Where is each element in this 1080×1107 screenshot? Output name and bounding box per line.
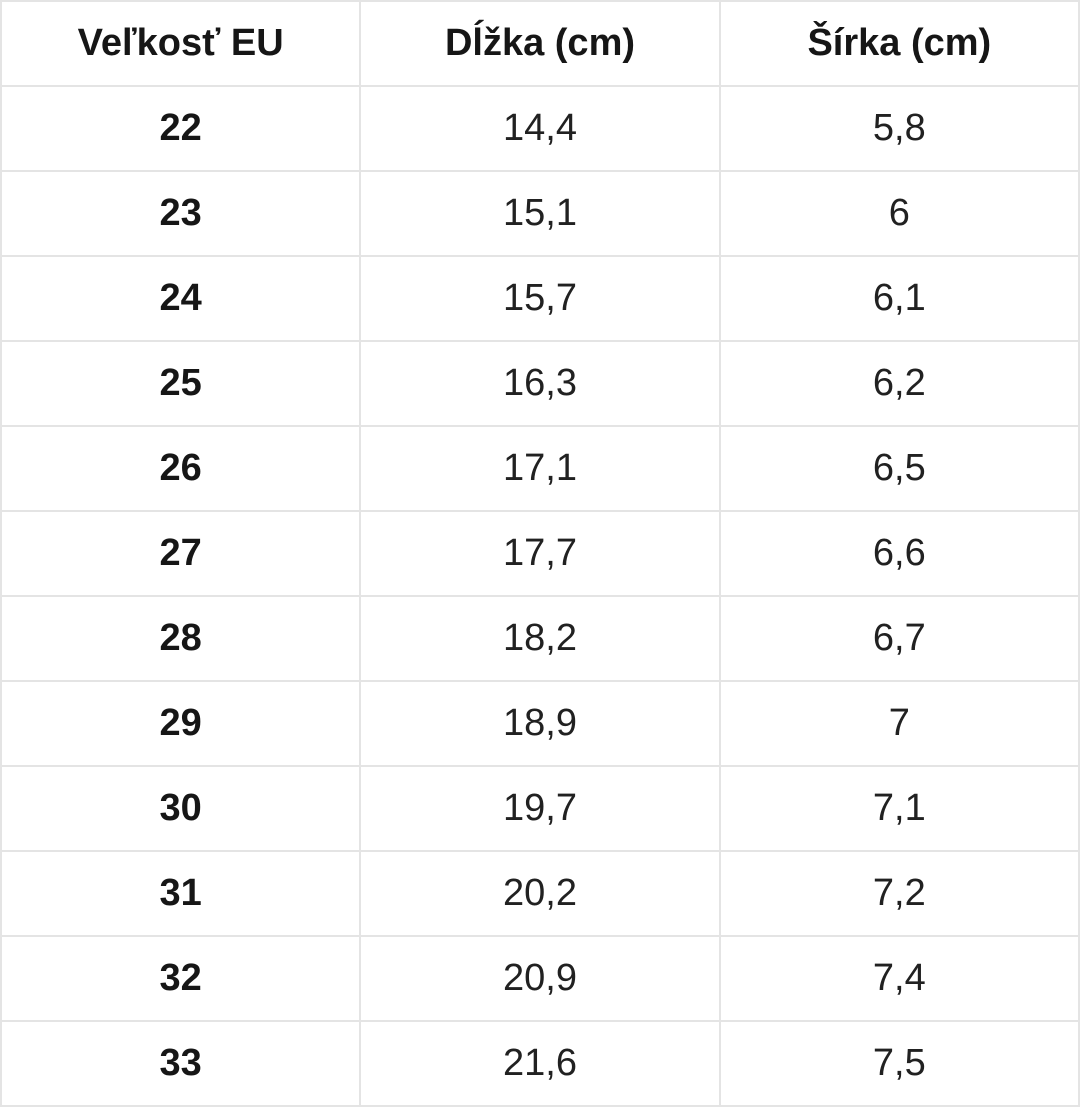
cell-width-cm: 6,2 (718, 340, 1080, 427)
cell-width-cm: 6,5 (718, 425, 1080, 512)
table-row: 22 14,4 5,8 (0, 85, 1080, 172)
cell-width-cm: 6,6 (718, 510, 1080, 597)
cell-width-cm: 7,4 (718, 935, 1080, 1022)
table-row: 28 18,2 6,7 (0, 595, 1080, 682)
table-row: 30 19,7 7,1 (0, 765, 1080, 852)
cell-size-eu: 27 (0, 510, 362, 597)
table-row: 32 20,9 7,4 (0, 935, 1080, 1022)
table-row: 27 17,7 6,6 (0, 510, 1080, 597)
cell-width-cm: 7,1 (718, 765, 1080, 852)
cell-size-eu: 28 (0, 595, 362, 682)
cell-length-cm: 20,2 (359, 850, 721, 937)
cell-width-cm: 7 (718, 680, 1080, 767)
cell-size-eu: 29 (0, 680, 362, 767)
table-row: 26 17,1 6,5 (0, 425, 1080, 512)
column-header-size-eu: Veľkosť EU (0, 0, 362, 87)
cell-width-cm: 6,7 (718, 595, 1080, 682)
cell-size-eu: 25 (0, 340, 362, 427)
cell-length-cm: 18,2 (359, 595, 721, 682)
cell-length-cm: 15,7 (359, 255, 721, 342)
cell-length-cm: 14,4 (359, 85, 721, 172)
table-row: 29 18,9 7 (0, 680, 1080, 767)
cell-width-cm: 6 (718, 170, 1080, 257)
table-row: 24 15,7 6,1 (0, 255, 1080, 342)
cell-length-cm: 21,6 (359, 1020, 721, 1107)
table-row: 25 16,3 6,2 (0, 340, 1080, 427)
table-body: 22 14,4 5,8 23 15,1 6 24 15,7 6,1 25 16,… (0, 85, 1080, 1107)
cell-length-cm: 17,1 (359, 425, 721, 512)
cell-size-eu: 22 (0, 85, 362, 172)
column-header-length-cm: Dĺžka (cm) (359, 0, 721, 87)
cell-length-cm: 17,7 (359, 510, 721, 597)
cell-length-cm: 20,9 (359, 935, 721, 1022)
cell-length-cm: 15,1 (359, 170, 721, 257)
header-row: Veľkosť EU Dĺžka (cm) Šírka (cm) (0, 0, 1080, 87)
cell-length-cm: 18,9 (359, 680, 721, 767)
cell-width-cm: 5,8 (718, 85, 1080, 172)
cell-size-eu: 31 (0, 850, 362, 937)
cell-size-eu: 26 (0, 425, 362, 512)
column-header-width-cm: Šírka (cm) (718, 0, 1080, 87)
cell-length-cm: 19,7 (359, 765, 721, 852)
cell-size-eu: 30 (0, 765, 362, 852)
cell-size-eu: 33 (0, 1020, 362, 1107)
cell-length-cm: 16,3 (359, 340, 721, 427)
cell-size-eu: 32 (0, 935, 362, 1022)
table-row: 23 15,1 6 (0, 170, 1080, 257)
cell-size-eu: 23 (0, 170, 362, 257)
cell-width-cm: 6,1 (718, 255, 1080, 342)
table-row: 31 20,2 7,2 (0, 850, 1080, 937)
cell-width-cm: 7,5 (718, 1020, 1080, 1107)
table-row: 33 21,6 7,5 (0, 1020, 1080, 1107)
cell-width-cm: 7,2 (718, 850, 1080, 937)
cell-size-eu: 24 (0, 255, 362, 342)
